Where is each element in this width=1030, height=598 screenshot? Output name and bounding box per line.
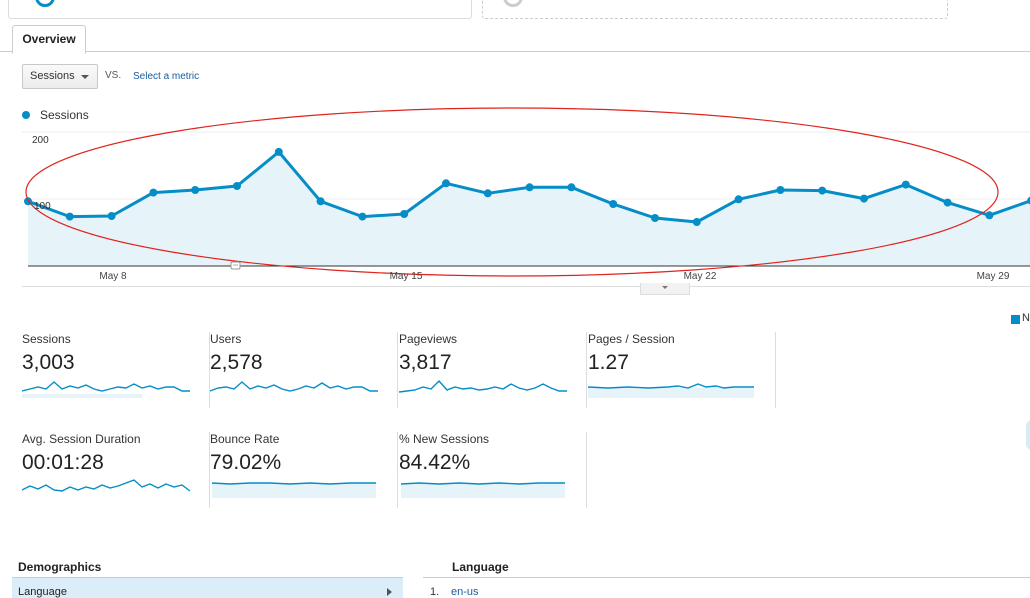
sparkline (22, 381, 190, 398)
scorecard-pages-per-session[interactable]: Pages / Session 1.27 (588, 332, 776, 408)
data-point (985, 211, 994, 220)
data-point (901, 180, 910, 189)
data-point (776, 186, 785, 194)
sparkline (211, 482, 376, 498)
x-tick-label: May 22 (683, 271, 717, 282)
data-point (943, 198, 952, 207)
data-point (107, 212, 116, 220)
scorecard-value: 3,817 (399, 351, 452, 374)
legend-right-label: N (1022, 312, 1030, 324)
scorecard-value: 3,003 (22, 351, 75, 374)
scorecard-divider (775, 332, 776, 408)
top-segment-card[interactable] (8, 0, 472, 19)
x-tick-label: May 15 (389, 271, 423, 282)
data-point (609, 200, 618, 208)
data-point (274, 147, 283, 156)
sessions-area (28, 151, 1030, 266)
sparkline (22, 479, 191, 492)
scorecard-sessions[interactable]: Sessions 3,003 (22, 332, 210, 408)
chart-bottom-divider (22, 286, 1030, 287)
data-point (567, 183, 576, 192)
pie-chart-icon (1026, 420, 1030, 450)
sessions-line-chart[interactable] (0, 0, 1030, 300)
scorecard-value: 2,578 (210, 351, 263, 374)
data-point (483, 189, 492, 198)
scorecard-divider (586, 432, 587, 508)
scorecard-label: Pageviews (399, 332, 458, 346)
legend-square-icon (1011, 315, 1020, 324)
scorecard-label: % New Sessions (399, 432, 490, 446)
sparkline (399, 379, 567, 393)
scorecard-divider (586, 332, 587, 408)
select-metric-link[interactable]: Select a metric (133, 71, 200, 82)
scorecard-label: Bounce Rate (210, 432, 280, 446)
scorecard-bounce-rate[interactable]: Bounce Rate 79.02% (210, 432, 398, 508)
chevron-right-icon (387, 588, 392, 596)
data-point (316, 197, 325, 206)
scorecard-users[interactable]: Users 2,578 (210, 332, 398, 408)
data-point (233, 182, 241, 190)
x-tick-label: May 29 (976, 271, 1010, 282)
series-legend-dot-icon (22, 111, 30, 119)
data-point (442, 179, 450, 188)
data-point (1027, 196, 1030, 205)
scorecard-value: 79.02% (210, 451, 282, 474)
scorecard-new-sessions[interactable]: % New Sessions 84.42% (399, 432, 587, 508)
highlight-ellipse (25, 107, 999, 277)
language-row-number: 1. (430, 586, 440, 598)
y-tick-label: 200 (32, 135, 49, 146)
scorecard-label: Users (210, 332, 242, 346)
scorecard-divider (397, 432, 398, 508)
data-point (65, 212, 74, 221)
language-heading: Language (452, 560, 509, 574)
scorecard-value: 00:01:28 (22, 451, 104, 474)
scorecard-avg-session-duration[interactable]: Avg. Session Duration 00:01:28 (22, 432, 210, 508)
x-tick-label: May 8 (99, 271, 127, 282)
scorecard-value: 84.42% (399, 451, 471, 474)
scorecard-divider (209, 432, 210, 508)
demographics-row-language[interactable]: Language (12, 578, 403, 598)
data-point (400, 210, 409, 218)
tab-overview[interactable]: Overview (12, 25, 86, 54)
scorecard-divider (209, 332, 210, 408)
tab-divider (0, 51, 1030, 52)
data-point (358, 212, 367, 221)
language-divider (423, 577, 1030, 578)
language-row-link[interactable]: en-us (451, 586, 479, 598)
caret-down-icon (81, 75, 89, 79)
data-point (149, 188, 158, 197)
chart-expand-button[interactable] (640, 283, 690, 295)
scorecard-value: 1.27 (588, 351, 629, 374)
sparkline (588, 383, 754, 398)
scorecard-pageviews[interactable]: Pageviews 3,817 (399, 332, 587, 408)
data-point (818, 186, 827, 195)
annotation-marker-icon (230, 261, 241, 270)
data-point (651, 214, 659, 222)
data-point (525, 183, 534, 192)
scorecard-label: Sessions (22, 332, 71, 346)
sparkline (210, 381, 378, 392)
data-point (692, 218, 701, 226)
scorecard-label: Avg. Session Duration (22, 432, 141, 446)
metric-select-value: Sessions (30, 70, 75, 82)
y-tick-label: 100 (34, 201, 51, 212)
chevron-down-icon (662, 286, 668, 289)
sparkline (400, 482, 565, 498)
scorecard-label: Pages / Session (588, 332, 675, 346)
demographics-row-label: Language (18, 586, 67, 598)
series-legend-label: Sessions (40, 108, 89, 122)
demographics-heading: Demographics (18, 560, 102, 574)
vs-label: VS. (105, 70, 122, 81)
data-point (734, 195, 743, 204)
data-point (860, 194, 868, 203)
demographics-divider (12, 577, 403, 578)
data-point (191, 186, 200, 194)
scorecard-divider (397, 332, 398, 408)
add-segment-card[interactable] (482, 0, 948, 19)
metric-select[interactable]: Sessions (22, 64, 98, 89)
